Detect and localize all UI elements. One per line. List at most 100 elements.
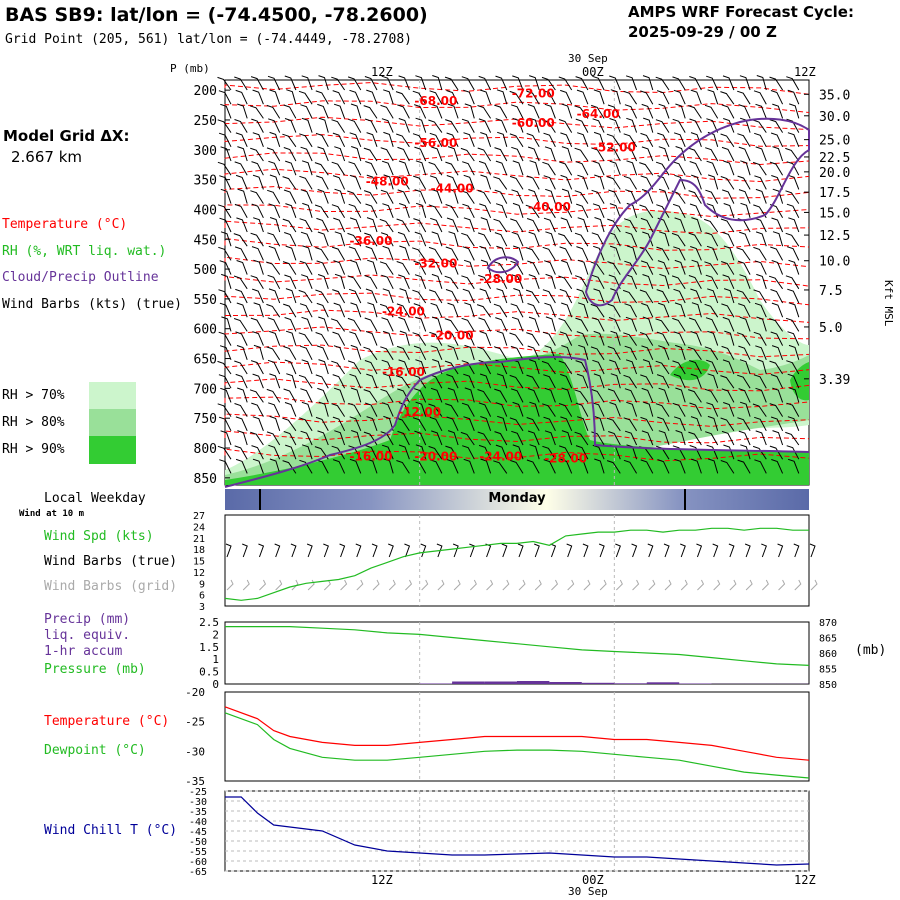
wind-barb: [282, 261, 297, 275]
wind-barb: [525, 204, 540, 219]
wind-barb: [446, 132, 459, 148]
rh90-patch-a: [670, 359, 710, 381]
wind-barb: [770, 246, 784, 261]
wind-barb: [657, 132, 670, 148]
wind-barb: [430, 345, 443, 360]
wind-barb: [399, 245, 410, 261]
wind-barb: [269, 174, 281, 190]
wind-barb: [528, 316, 540, 332]
wind-barb: [220, 231, 232, 247]
wind-barb: [350, 344, 362, 360]
temperature-contour-16: [224, 361, 810, 375]
wind-barb: [558, 76, 573, 91]
wind-barb: [301, 444, 313, 460]
wind-barb: [461, 317, 475, 332]
legend-wind-spd: Wind Spd (kts): [44, 529, 154, 544]
wind-ytick-21: 21: [193, 534, 205, 545]
wind-barb: [479, 89, 492, 105]
wind-barb: [462, 246, 475, 261]
wind-barb: [283, 431, 297, 446]
wind-barb: [493, 303, 508, 318]
wind-barb: [218, 246, 232, 261]
windchill-ytick--25: -25: [189, 787, 207, 798]
wind-barb: [772, 387, 784, 403]
precip-bar: [549, 682, 582, 684]
wind-barb: [721, 261, 735, 275]
wind-barb: [639, 162, 654, 176]
wind-barb: [250, 317, 264, 332]
wind-barb: [365, 288, 378, 304]
wind-barb: [543, 374, 556, 389]
wind-barb: [477, 346, 492, 361]
wind-barb: [722, 75, 735, 91]
wind-barb: [413, 218, 427, 233]
wind-barb: [480, 132, 492, 147]
legend-precip-accum: 1-hr accum: [44, 644, 123, 659]
temperature-contour-17: [224, 378, 810, 392]
bottom-tick-12z-b: 12Z: [794, 873, 816, 887]
wind-barb: [414, 231, 427, 247]
wind-barb: [788, 217, 800, 233]
wind-barb: [300, 146, 313, 162]
wind-barb: [478, 317, 492, 332]
top-tick-12z-b: 12Z: [794, 65, 816, 79]
wind-barb: [528, 189, 540, 204]
wind-barb: [509, 374, 524, 389]
wind10-barb-true: [242, 543, 248, 558]
wind-barb: [428, 204, 443, 219]
wind-barb: [593, 330, 605, 346]
temp-ytick--20: -20: [185, 686, 205, 699]
wind-barb: [592, 75, 605, 91]
wind-barb: [724, 330, 735, 346]
wind-barb: [412, 417, 427, 432]
wind-barb: [364, 275, 378, 290]
legend-dewpoint: Dewpoint (°C): [44, 743, 146, 758]
wind-barb: [220, 387, 232, 403]
wind-barb: [398, 316, 410, 332]
wind-barb: [624, 388, 638, 403]
wind-barb: [659, 273, 670, 289]
wind-barb: [283, 388, 297, 403]
wind-barb: [413, 303, 427, 318]
wind-barb: [446, 416, 459, 432]
wind-barb: [331, 360, 346, 375]
rh90-region: [225, 354, 809, 485]
wind-barb: [250, 275, 264, 290]
wind-barb: [688, 147, 702, 162]
wind-barb: [772, 103, 784, 119]
wind-barb: [527, 303, 540, 318]
wind-barb: [642, 231, 654, 247]
wind-barb: [769, 445, 784, 460]
wind-barb: [673, 331, 686, 346]
wind-barb: [526, 90, 540, 105]
wind-barb: [381, 317, 394, 332]
wind-barb: [415, 401, 427, 417]
wind-barb: [768, 275, 784, 290]
wind-barb: [655, 360, 670, 375]
wind-barb: [789, 387, 800, 403]
windchill-ytick--50: -50: [189, 837, 207, 848]
wind-barb: [366, 458, 378, 474]
wind-barb: [431, 430, 443, 446]
wind-barb: [266, 147, 281, 162]
wind-barb: [382, 203, 394, 218]
wind-barb: [266, 388, 281, 403]
kft-tick-2: 25.0: [819, 134, 850, 149]
wind-barb: [769, 161, 784, 176]
wind-barb: [366, 416, 378, 431]
wind-barb: [641, 103, 654, 119]
wind-barb: [542, 204, 556, 219]
wind-barb: [690, 89, 702, 105]
wind-barb: [525, 247, 540, 261]
wind-barb: [251, 118, 264, 133]
pressure-panel-frame: [224, 621, 810, 685]
wind-barb: [720, 218, 735, 233]
temperature-label-10: -32.00: [414, 256, 457, 270]
wind-barb: [642, 75, 654, 91]
wind-barb: [574, 431, 589, 446]
wind-barb: [690, 288, 702, 304]
wind-barb: [397, 388, 410, 403]
wind-barb: [641, 146, 654, 162]
wind-barb: [657, 175, 670, 190]
